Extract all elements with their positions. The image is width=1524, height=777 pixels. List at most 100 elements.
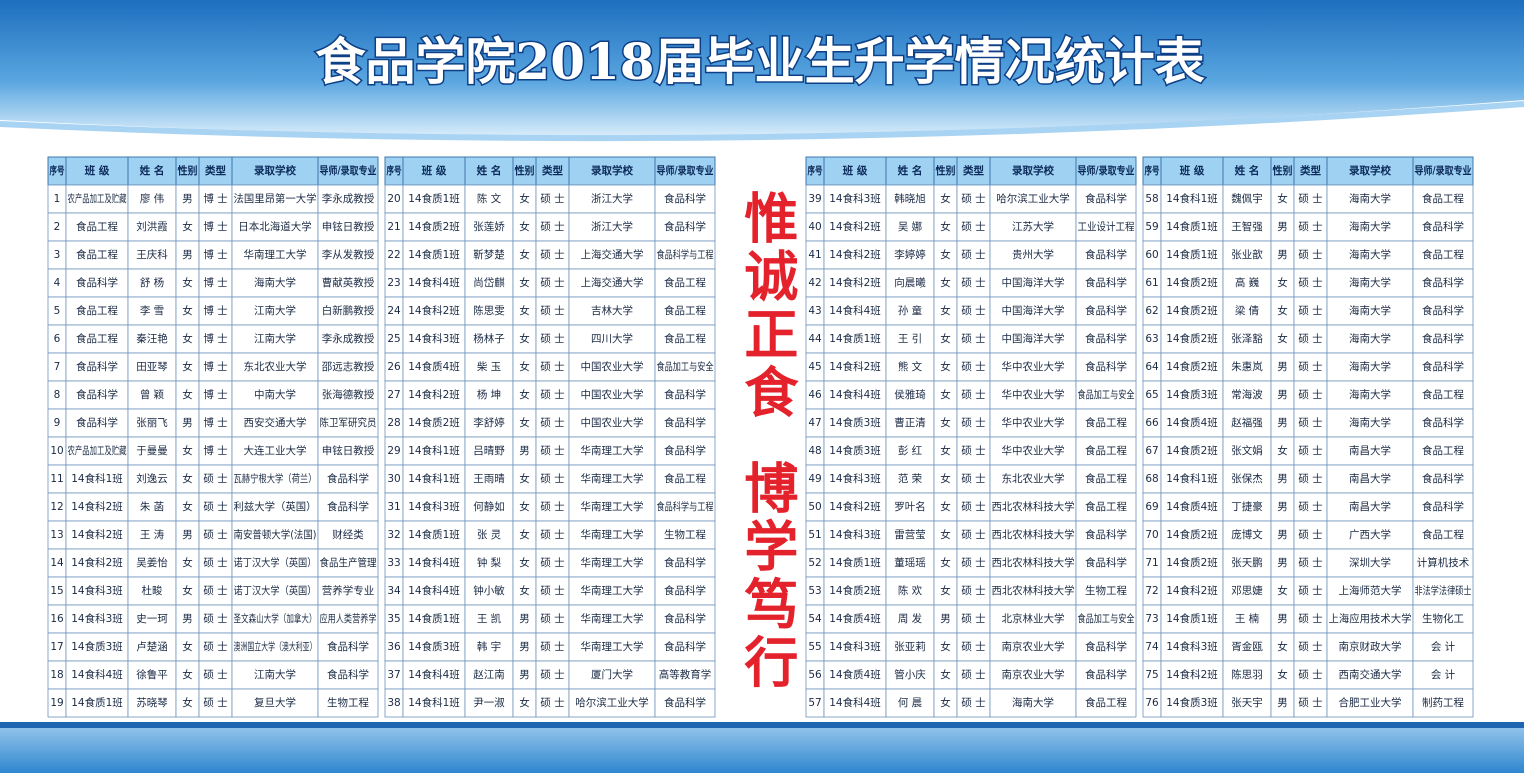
cell-text: 食品科学 bbox=[1085, 528, 1127, 541]
cell-text: 中国农业大学 bbox=[581, 416, 644, 429]
header-text: 性别 bbox=[515, 164, 535, 177]
cell-text: 尹一淑 bbox=[473, 696, 505, 709]
cell-text: 食品科学 bbox=[1422, 220, 1464, 233]
cell-text: 女 bbox=[940, 640, 951, 653]
cell-text: 深圳大学 bbox=[1349, 556, 1391, 569]
cell-text: 64 bbox=[1145, 361, 1159, 373]
cell-text: 罗叶名 bbox=[894, 500, 926, 513]
cell-text: 女 bbox=[940, 416, 951, 429]
cell-box bbox=[464, 296, 514, 326]
cell-text: 女 bbox=[519, 304, 530, 317]
cell-text: 硕 士 bbox=[203, 640, 227, 653]
cell-box bbox=[1075, 492, 1137, 522]
cell-text: 熊 文 bbox=[898, 360, 923, 373]
cell-text: 硕 士 bbox=[540, 528, 564, 541]
cell-box bbox=[1326, 184, 1414, 214]
cell-text: 海南大学 bbox=[1349, 332, 1391, 345]
cell-box bbox=[823, 492, 887, 522]
cell-text: 14食质1班 bbox=[829, 332, 881, 345]
cell-text: 52 bbox=[808, 557, 821, 569]
cell-box bbox=[402, 548, 466, 578]
cell-box bbox=[65, 660, 129, 690]
cell-text: 江苏大学 bbox=[1012, 220, 1054, 233]
cell-text: 李永成教授 bbox=[322, 192, 375, 205]
cell-text: 14食科2班 bbox=[829, 360, 881, 373]
cell-box bbox=[65, 492, 129, 522]
cell-text: 14食科3班 bbox=[829, 528, 881, 541]
cell-box bbox=[65, 464, 129, 494]
cell-text: 王 涛 bbox=[140, 528, 165, 541]
cell-text: 上海交通大学 bbox=[581, 276, 644, 289]
cell-text: 硕 士 bbox=[1298, 640, 1322, 653]
cell-text: 制药工程 bbox=[1422, 696, 1464, 709]
cell-text: 硕 士 bbox=[1298, 220, 1322, 233]
cell-text: 华南理工大学 bbox=[244, 248, 307, 261]
cell-box bbox=[568, 660, 656, 690]
cell-text: 管小庆 bbox=[894, 668, 926, 681]
cell-text: 14食质3班 bbox=[71, 640, 123, 653]
cell-box bbox=[654, 604, 716, 634]
cell-text: 女 bbox=[519, 528, 530, 541]
cell-text: 女 bbox=[940, 388, 951, 401]
cell-text: 硕 士 bbox=[1298, 696, 1322, 709]
cell-text: 硕 士 bbox=[961, 668, 985, 681]
cell-text: 女 bbox=[182, 500, 193, 513]
cell-text: 女 bbox=[940, 584, 951, 597]
cell-text: 南安普顿大学(法国) bbox=[234, 528, 317, 541]
cell-text: 56 bbox=[808, 669, 822, 681]
cell-text: 硕 士 bbox=[961, 500, 985, 513]
cell-text: 何静如 bbox=[473, 500, 505, 513]
cell-box bbox=[885, 492, 935, 522]
cell-text: 复旦大学 bbox=[254, 696, 296, 709]
cell-box bbox=[1075, 268, 1137, 298]
header-text: 序号 bbox=[1145, 164, 1160, 177]
cell-text: 32 bbox=[387, 529, 400, 541]
cell-text: 70 bbox=[1145, 529, 1158, 541]
cell-box bbox=[823, 660, 887, 690]
cell-text: 女 bbox=[519, 220, 530, 233]
cell-box bbox=[317, 352, 379, 382]
header-cell bbox=[885, 156, 935, 186]
cell-box bbox=[989, 436, 1077, 466]
cell-text: 食品科学 bbox=[76, 388, 118, 401]
cell-text: 女 bbox=[182, 640, 193, 653]
cell-text: 46 bbox=[808, 389, 822, 401]
cell-text: 硕 士 bbox=[203, 696, 227, 709]
cell-box bbox=[654, 688, 716, 718]
cell-text: 北京林业大学 bbox=[1002, 612, 1065, 625]
cell-text: 37 bbox=[387, 669, 400, 681]
cell-box bbox=[654, 492, 716, 522]
cell-text: 女 bbox=[519, 416, 530, 429]
cell-text: 瓦赫宁根大学（荷兰） bbox=[234, 472, 317, 485]
cell-box bbox=[989, 380, 1077, 410]
cell-box bbox=[956, 688, 991, 718]
header-text: 导师/录取专业 bbox=[657, 164, 714, 177]
cell-text: 14食科2班 bbox=[1166, 668, 1218, 681]
cell-text: 硕 士 bbox=[540, 360, 564, 373]
cell-box bbox=[1412, 352, 1474, 382]
cell-text: 33 bbox=[387, 557, 400, 569]
cell-text: 张 灵 bbox=[477, 529, 502, 541]
cell-box bbox=[1075, 688, 1137, 718]
cell-box bbox=[317, 604, 379, 634]
cell-text: 计算机技术 bbox=[1417, 556, 1470, 569]
cell-text: 14食质2班 bbox=[1166, 444, 1218, 457]
cell-text: 14食科3班 bbox=[829, 640, 881, 653]
cell-text: 男 bbox=[1277, 613, 1288, 625]
cell-box bbox=[823, 240, 887, 270]
cell-text: 硕 士 bbox=[961, 276, 985, 289]
cell-box bbox=[956, 464, 991, 494]
cell-text: 女 bbox=[519, 500, 530, 513]
cell-text: 杨林子 bbox=[473, 332, 505, 345]
cell-text: 食品加工与安全 bbox=[657, 360, 714, 373]
cell-text: 女 bbox=[940, 528, 951, 541]
cell-text: 梁 倩 bbox=[1235, 304, 1260, 317]
cell-text: 张业歆 bbox=[1231, 248, 1263, 261]
cell-text: 食品科学 bbox=[1422, 360, 1464, 373]
cell-text: 14食科2班 bbox=[829, 220, 881, 233]
cell-text: 侯雅琦 bbox=[894, 388, 926, 401]
cell-text: 食品工程 bbox=[1085, 444, 1127, 457]
cell-text: 14食科1班 bbox=[1166, 192, 1218, 205]
cell-text: 男 bbox=[182, 249, 193, 261]
cell-text: 大连工业大学 bbox=[244, 444, 307, 457]
